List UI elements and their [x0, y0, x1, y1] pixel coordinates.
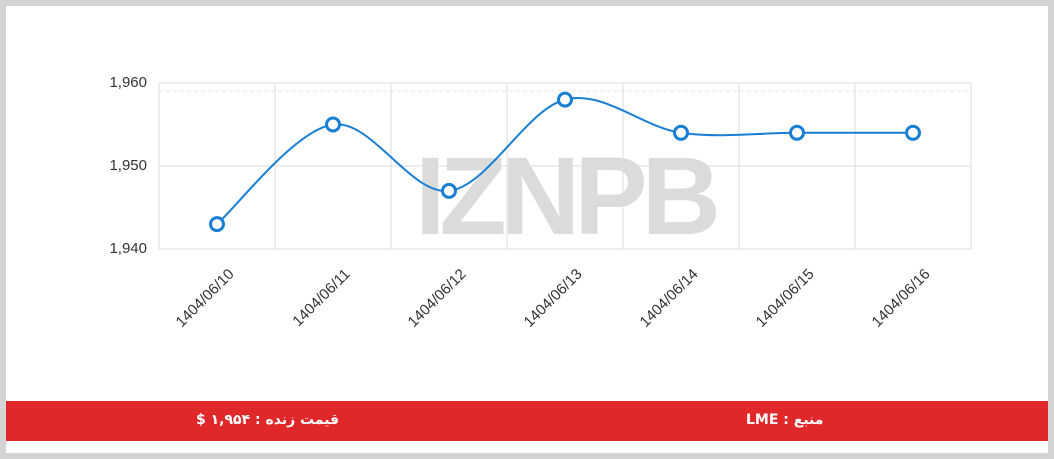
point [905, 124, 921, 141]
x-tick-label: 1404/06/11 [289, 266, 353, 330]
x-tick-label: 1404/06/16 [869, 266, 934, 331]
point [441, 182, 457, 199]
footer-bar: قیمت زنده : ۱,۹۵۴ $ منبع : LME [6, 401, 1048, 441]
x-tick-label: 1404/06/13 [521, 266, 586, 331]
point [209, 216, 225, 233]
y-tick-label: 1,950 [109, 157, 147, 174]
point [673, 124, 689, 141]
source: منبع : LME [746, 412, 824, 428]
watermark: IZNPB [415, 135, 717, 258]
frame [6, 6, 1048, 453]
x-tick-label: 1404/06/14 [637, 266, 702, 331]
point [789, 124, 805, 141]
x-tick-label: 1404/06/10 [173, 266, 238, 331]
y-tick-label: 1,960 [109, 74, 147, 91]
chart: IZNPB 1,940 1,950 1,960 1404/06/10 1404/06/1… [109, 74, 972, 331]
point [557, 91, 573, 108]
live-price: قیمت زنده : ۱,۹۵۴ $ [196, 412, 340, 428]
y-tick-label: 1,940 [109, 240, 147, 257]
x-tick-label: 1404/06/12 [405, 266, 470, 331]
point [325, 116, 341, 133]
x-tick-label: 1404/06/15 [753, 266, 818, 331]
